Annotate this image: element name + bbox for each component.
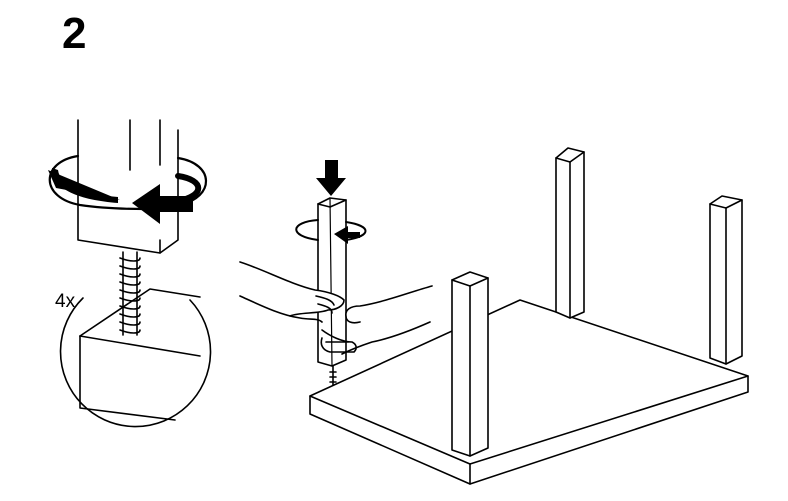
down-arrow-icon <box>316 160 346 196</box>
zoom-circle <box>61 289 211 427</box>
rotation-arrow-icon <box>48 156 206 224</box>
step-number: 2 <box>62 9 87 58</box>
table-leg-back-right <box>710 196 742 364</box>
quantity-label: 4x <box>55 291 76 312</box>
table-leg-back-center <box>556 148 584 318</box>
center-leg <box>318 198 346 392</box>
table-leg-front <box>452 272 488 456</box>
dowel-screw <box>120 252 140 335</box>
detail-leg <box>78 120 178 253</box>
center-rotation-icon <box>296 220 365 244</box>
tabletop <box>310 300 748 484</box>
hands <box>240 262 432 354</box>
